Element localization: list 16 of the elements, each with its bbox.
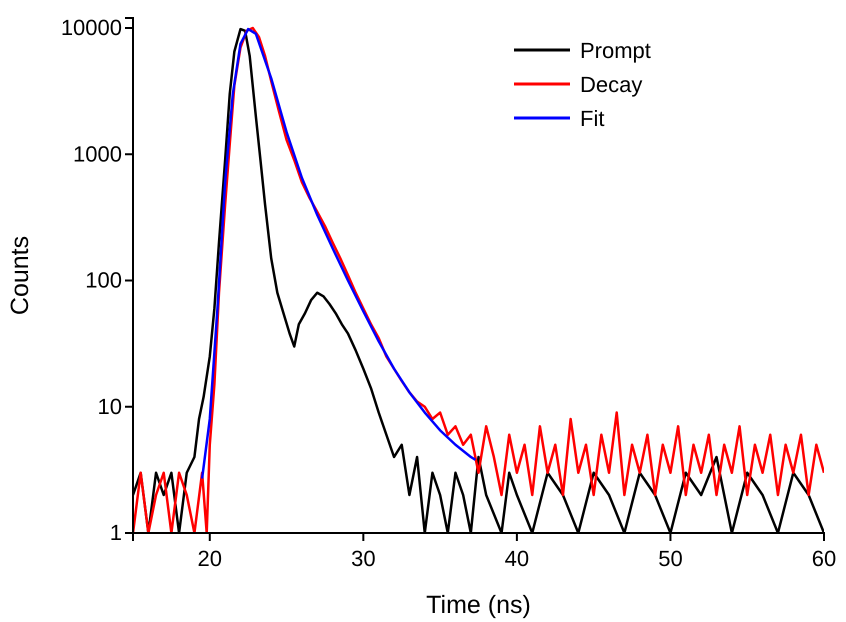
x-tick-label: 60 bbox=[812, 546, 836, 571]
x-tick-label: 50 bbox=[658, 546, 683, 571]
line-series bbox=[200, 28, 477, 480]
y-tick-label: 10000 bbox=[60, 15, 122, 40]
x-tick-label: 40 bbox=[504, 546, 530, 571]
x-tick-label: 30 bbox=[351, 546, 376, 571]
y-tick-label: 1 bbox=[110, 520, 122, 546]
legend-label: Decay bbox=[580, 72, 642, 97]
y-tick-label: 100 bbox=[85, 268, 122, 293]
legend-label: Prompt bbox=[580, 38, 651, 63]
y-axis-title: Counts bbox=[6, 236, 34, 316]
y-tick-label: 1000 bbox=[73, 141, 122, 166]
legend-label: Fit bbox=[580, 106, 604, 131]
y-tick-label: 10 bbox=[98, 394, 122, 419]
x-tick-label: 20 bbox=[198, 546, 222, 571]
x-axis-title: Time (ns) bbox=[426, 591, 531, 619]
